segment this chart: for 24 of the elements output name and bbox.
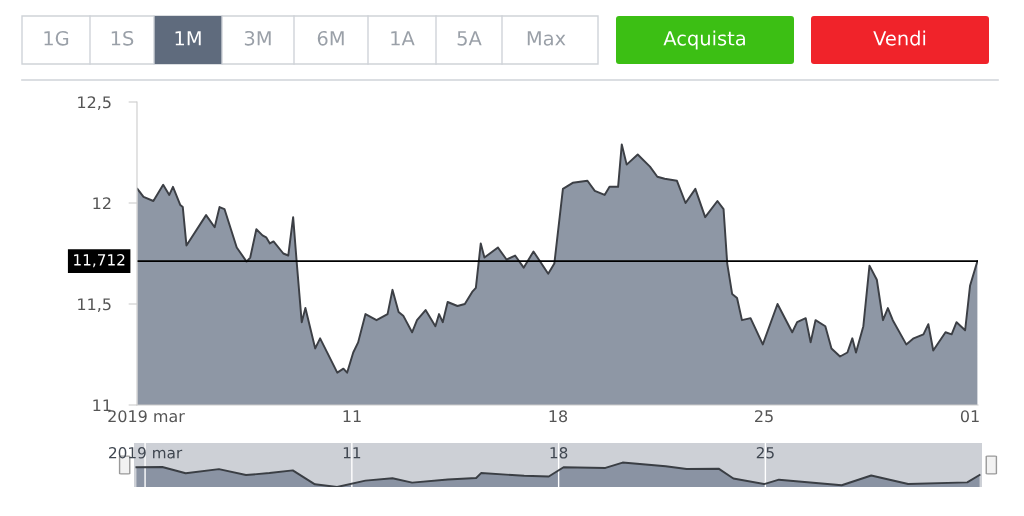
- x-tick-label: 25: [755, 410, 773, 423]
- x-tick-label: 2019 mar: [108, 410, 185, 423]
- ref-line-label: 11,712: [74, 254, 125, 268]
- x-tick-label: 11: [343, 447, 361, 459]
- text: 1A: [391, 31, 415, 46]
- text: Vendi: [873, 30, 926, 46]
- y-tick-label: 12,5: [78, 96, 111, 110]
- x-tick-label: 25: [756, 446, 774, 459]
- x-tick-label: 2019 mar: [109, 446, 183, 459]
- text: 1S: [111, 30, 134, 46]
- y-tick-label: 11,5: [78, 298, 111, 312]
- x-tick-label: 11: [343, 410, 361, 422]
- text: Acquista: [663, 30, 745, 50]
- x-tick-label: 18: [549, 410, 568, 423]
- y-tick-label: 12: [93, 197, 111, 210]
- text: 3M: [244, 30, 271, 46]
- text: 5A: [457, 31, 482, 46]
- text: 1G: [44, 30, 69, 46]
- x-tick-label: 01: [960, 410, 979, 423]
- text: Max: [527, 31, 566, 46]
- text: 6M: [317, 30, 344, 46]
- x-tick-label: 18: [550, 446, 568, 459]
- text: 1M: [175, 31, 201, 46]
- y-tick-label: 11: [93, 399, 111, 412]
